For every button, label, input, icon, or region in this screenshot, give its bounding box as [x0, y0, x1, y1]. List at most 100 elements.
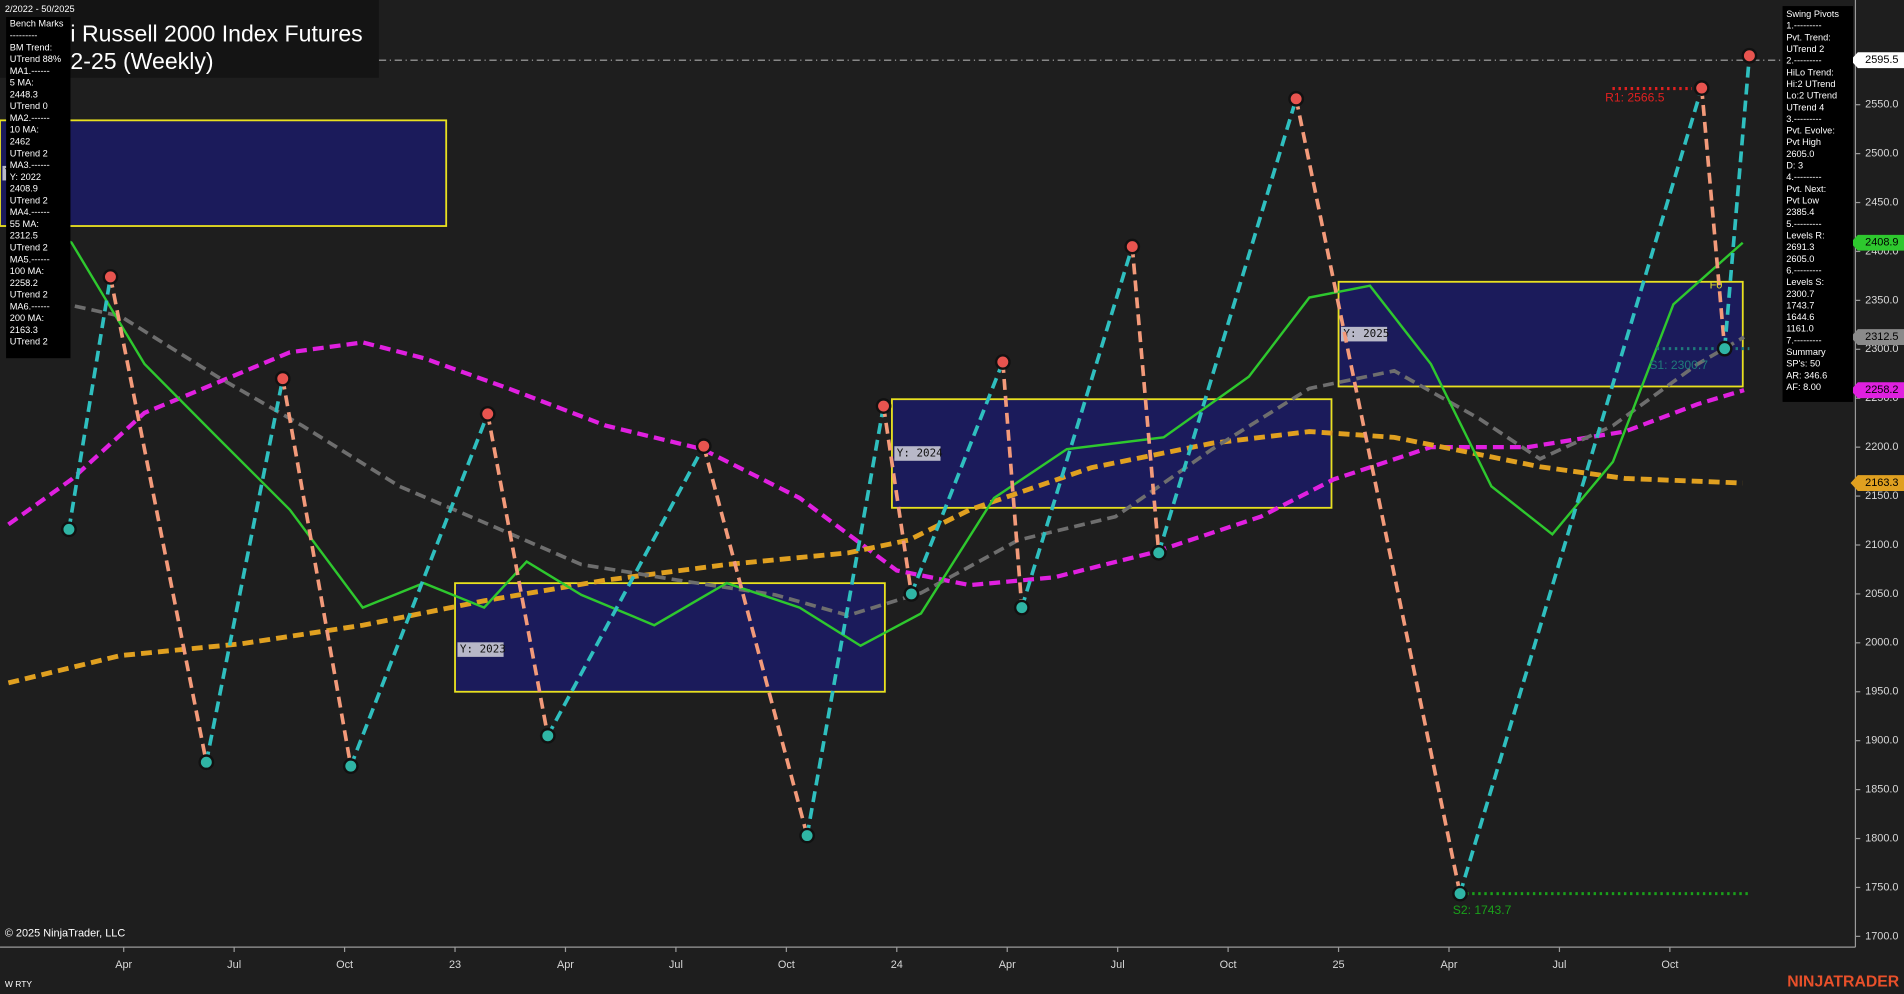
bench-mark-line: 200 MA:	[10, 313, 44, 323]
chart-title: i Russell 2000 Index Futures	[70, 20, 362, 46]
y-tick-label: 1700.0	[1865, 930, 1898, 942]
swing-leg	[67, 276, 113, 530]
bench-mark-line: 2258.2	[10, 278, 38, 288]
x-tick-label: Jul	[227, 959, 241, 971]
bench-mark-line: MA2.------	[10, 113, 50, 123]
price-marker-label: 2163.3	[1865, 477, 1898, 489]
pivot-high	[102, 269, 119, 285]
swing-leg	[881, 405, 914, 595]
pivot-high	[875, 398, 892, 414]
swing-pivot-line: Swing Pivots	[1786, 9, 1839, 19]
level-label: S2: 1743.7	[1453, 903, 1512, 917]
pivot-low	[198, 754, 215, 771]
moving-average-line	[7, 340, 1745, 588]
y-tick-label: 2350.0	[1865, 294, 1898, 306]
copyright: © 2025 NinjaTrader, LLC	[5, 928, 126, 940]
swing-pivot-line: Levels S:	[1786, 277, 1824, 287]
swing-leg	[280, 378, 353, 767]
swing-pivot-line: AR: 346.6	[1786, 370, 1827, 380]
swing-pivot-line: Hi:2 UTrend	[1786, 79, 1835, 89]
price-marker-label: 2312.5	[1865, 331, 1898, 343]
pivot-low	[1013, 599, 1030, 616]
swing-pivot-line: Pvt High	[1786, 137, 1821, 147]
swing-pivot-line: 2605.0	[1786, 254, 1814, 264]
swing-pivot-line: Levels R:	[1786, 230, 1824, 240]
moving-average-line	[8, 289, 1745, 618]
swing-pivot-line: Pvt. Next:	[1786, 184, 1826, 194]
y-tick-label: 2500.0	[1865, 148, 1898, 160]
y-tick-label: 2450.0	[1865, 196, 1898, 208]
moving-average-line	[7, 429, 1743, 686]
y-tick-label: 1850.0	[1865, 783, 1898, 795]
bench-mark-line: MA1.------	[10, 66, 50, 76]
y-tick-label: 2300.0	[1865, 343, 1898, 355]
pivot-high	[1288, 90, 1305, 107]
year-range-box	[891, 398, 1333, 509]
swing-pivot-line: Summary	[1786, 347, 1826, 357]
box-label: Y: 2025	[1343, 327, 1389, 340]
swing-leg	[485, 413, 550, 737]
x-tick-label: Apr	[115, 959, 132, 971]
swing-pivot-line: HiLo Trend:	[1786, 67, 1834, 77]
swing-leg	[1157, 98, 1298, 554]
pivot-low	[1452, 885, 1468, 902]
year-range-box	[1337, 280, 1744, 388]
swing-leg	[1458, 87, 1704, 895]
y-tick-label: 1900.0	[1865, 735, 1898, 747]
level-label: R1: 2566.5	[1605, 90, 1665, 104]
x-tick-label: Oct	[778, 959, 795, 971]
bench-mark-line: 2163.3	[10, 325, 38, 335]
bench-mark-line: UTrend 88%	[10, 54, 61, 64]
swing-pivot-line: 7.---------	[1786, 335, 1821, 345]
bench-mark-line: 5 MA:	[10, 78, 34, 88]
swing-pivot-line: 1644.6	[1786, 312, 1814, 322]
year-range-box	[0, 119, 448, 227]
swing-pivot-line: UTrend 4	[1786, 102, 1824, 112]
price-marker	[1850, 382, 1904, 399]
swing-pivot-line: 1.---------	[1786, 21, 1821, 31]
date-range: 2/2022 - 50/2025	[5, 4, 75, 14]
bench-mark-line: 55 MA:	[10, 219, 39, 229]
swing-leg	[546, 445, 706, 737]
level-label: S1: 2300.7	[1649, 358, 1708, 372]
bench-mark-line: UTrend 0	[10, 101, 48, 111]
swing-pivot-line: D: 3	[1786, 161, 1803, 171]
box-label: Y: 2024	[897, 447, 943, 460]
swing-leg	[108, 276, 209, 763]
x-tick-label: 23	[449, 959, 461, 971]
bench-mark-line: 2462	[10, 137, 31, 147]
pivot-low	[1716, 340, 1733, 357]
swing-pivot-line: AF: 8.00	[1786, 382, 1821, 392]
y-tick-label: 2000.0	[1865, 637, 1898, 649]
bench-mark-line: 2408.9	[10, 184, 38, 194]
swing-pivot-line: Pvt. Evolve:	[1786, 126, 1835, 136]
x-tick-label: 25	[1332, 959, 1344, 971]
bench-mark-line: UTrend 2	[10, 148, 48, 158]
pivot-high	[994, 354, 1011, 370]
swing-leg	[349, 413, 490, 767]
x-tick-label: Oct	[336, 959, 353, 971]
bench-mark-line: UTrend 2	[10, 337, 48, 347]
brand-logo: NINJATRADER	[1787, 974, 1899, 991]
pivot-low	[539, 727, 556, 744]
price-marker	[1850, 52, 1904, 69]
y-tick-label: 2050.0	[1865, 588, 1898, 600]
x-tick-label: Jul	[1552, 959, 1566, 971]
x-tick-label: Apr	[999, 959, 1016, 971]
bench-mark-line: 2312.5	[10, 231, 38, 241]
price-marker	[1850, 329, 1904, 345]
swing-leg	[1130, 246, 1161, 553]
swing-pivot-line: 6.---------	[1786, 265, 1821, 275]
bench-mark-line: Bench Marks	[10, 19, 64, 29]
swing-pivot-line: 1743.7	[1786, 300, 1814, 310]
pivot-high	[274, 370, 291, 387]
price-marker-label: 2408.9	[1865, 237, 1898, 249]
plot-area: Y: 2022 Y: 2023 Y: 2024 Y: 2025 R1: 2566.5 S1…	[0, 47, 1856, 917]
pivot-low	[799, 827, 816, 844]
swing-leg	[1000, 361, 1024, 608]
year-range-box	[454, 582, 886, 693]
y-tick-label: 2550.0	[1865, 99, 1898, 111]
bench-mark-line: 2448.3	[10, 89, 38, 99]
bench-mark-line: MA6.------	[10, 301, 50, 311]
